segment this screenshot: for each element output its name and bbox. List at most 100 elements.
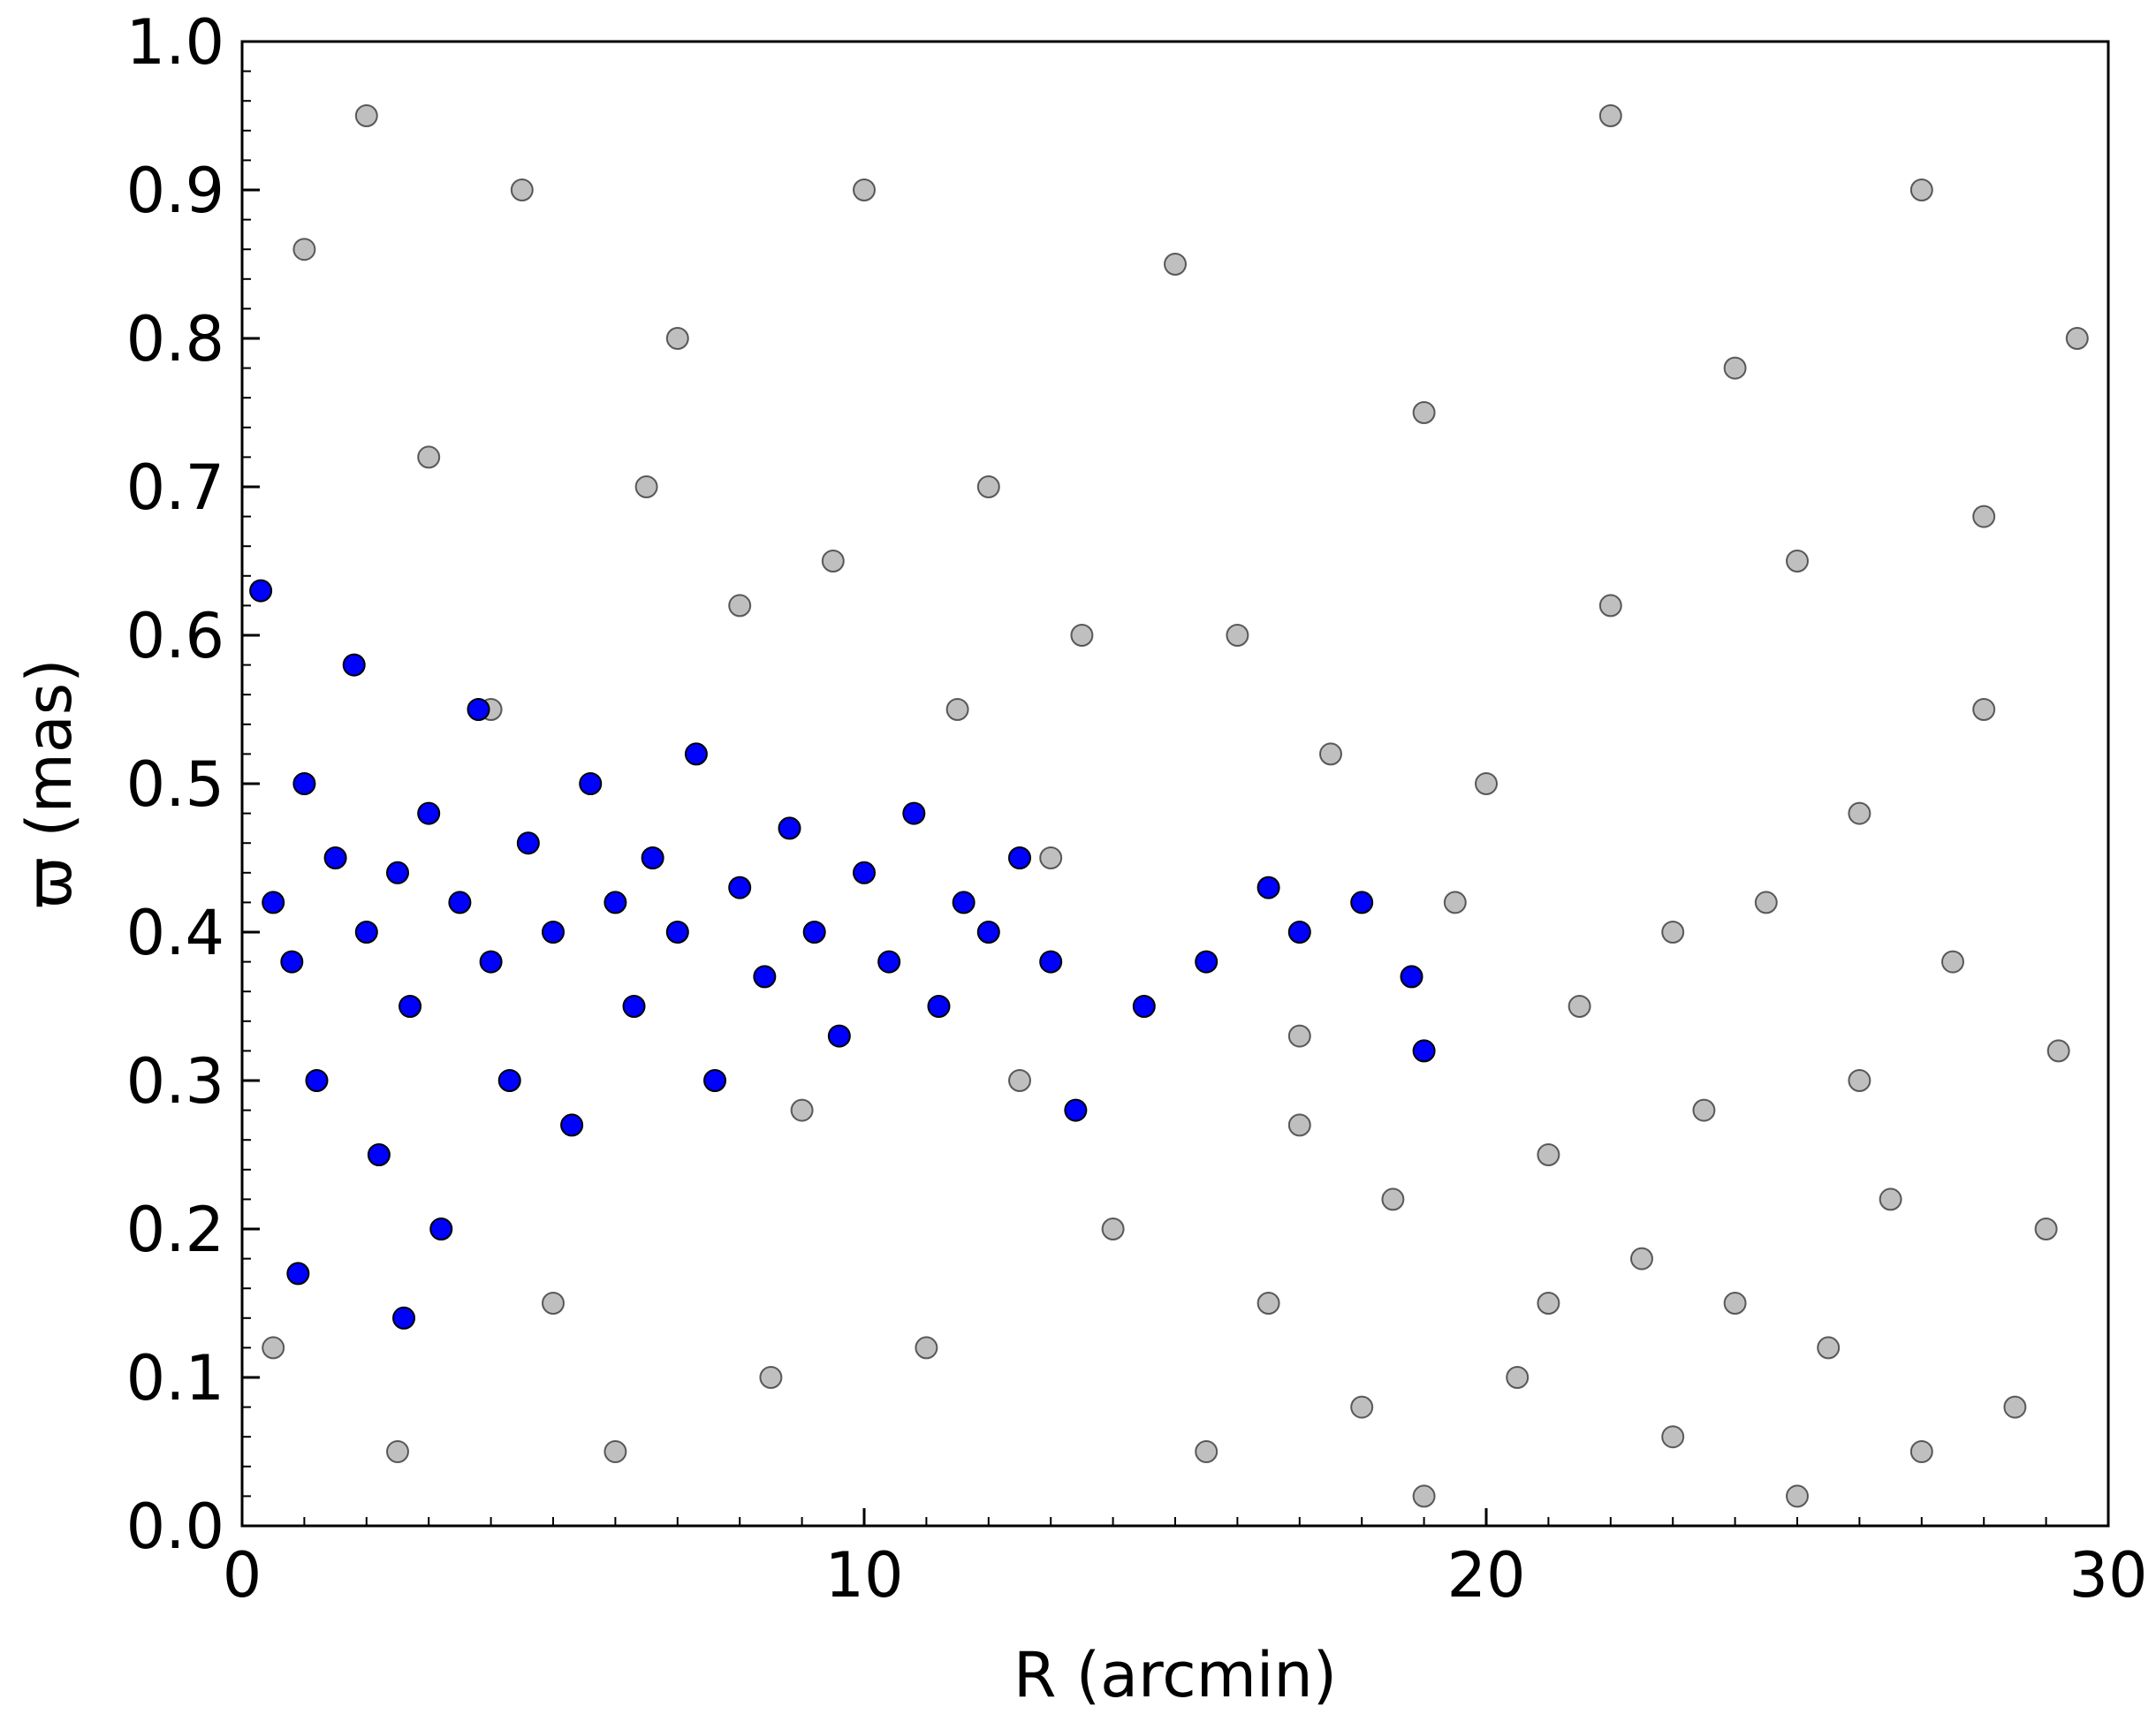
data-point [1537, 1292, 1560, 1315]
data-point [976, 475, 1000, 498]
data-point [1598, 104, 1622, 127]
data-point [542, 921, 565, 944]
data-point [417, 445, 441, 469]
data-point [802, 921, 826, 944]
data-point [1101, 1218, 1125, 1240]
data-point [902, 801, 926, 825]
data-point [604, 891, 627, 914]
y-tick-label: 0.4 [126, 897, 224, 969]
data-point [1039, 846, 1063, 869]
data-point [703, 1069, 727, 1092]
data-point [386, 861, 409, 884]
data-point [429, 1218, 453, 1240]
data-point [1661, 1425, 1685, 1449]
data-point [1064, 1098, 1088, 1122]
data-point [1723, 1292, 1747, 1315]
data-point [634, 475, 658, 498]
data-point [1287, 1113, 1311, 1137]
y-tick-label: 0.7 [126, 451, 224, 524]
x-tick-label: 10 [824, 1539, 903, 1612]
data-point [622, 995, 646, 1018]
x-tick-label: 30 [2069, 1539, 2147, 1612]
y-tick-label: 1.0 [126, 6, 224, 79]
data-point [292, 772, 316, 795]
data-point [1350, 1395, 1374, 1419]
data-point [1008, 1069, 1031, 1092]
data-point [945, 698, 969, 721]
data-point [1164, 253, 1187, 276]
data-point [1909, 1440, 1933, 1463]
data-point [1754, 891, 1778, 914]
data-point [1598, 594, 1622, 618]
data-point [479, 950, 503, 974]
data-point [821, 550, 845, 573]
data-point [915, 1336, 938, 1360]
data-point [665, 327, 689, 350]
y-tick-label: 0.9 [126, 155, 224, 227]
data-point [753, 965, 777, 989]
data-point [1786, 550, 1809, 573]
y-tick-label: 0.5 [126, 748, 224, 821]
data-point [976, 921, 1000, 944]
data-point [759, 1366, 783, 1389]
data-point [2003, 1395, 2027, 1419]
data-point [853, 861, 876, 884]
data-point [877, 950, 901, 974]
data-point [665, 921, 689, 944]
data-point [516, 831, 540, 855]
y-tick-label: 0.8 [126, 303, 224, 376]
data-point [1537, 1143, 1560, 1166]
data-point [305, 1069, 329, 1092]
data-point [641, 846, 664, 869]
y-axis-label: ϖ (mas) [13, 658, 86, 908]
data-point [1568, 995, 1591, 1018]
data-point [510, 178, 534, 201]
data-point [579, 772, 603, 795]
data-point [467, 698, 490, 721]
data-point [684, 742, 708, 766]
data-point [1475, 772, 1498, 795]
data-point [249, 579, 273, 603]
data-point [280, 950, 304, 974]
data-point [386, 1440, 409, 1463]
data-point [1443, 891, 1467, 914]
data-point [1412, 1039, 1436, 1063]
data-point [2065, 327, 2089, 350]
data-point [1848, 1069, 1871, 1092]
data-point [1723, 356, 1747, 380]
data-point [1319, 742, 1342, 766]
data-point [286, 1262, 310, 1286]
data-point [1909, 178, 1933, 201]
data-point [790, 1098, 814, 1122]
y-tick-label: 0.0 [126, 1491, 224, 1563]
data-point [1350, 891, 1374, 914]
data-point [827, 1024, 851, 1048]
data-point [604, 1440, 627, 1463]
data-point [448, 891, 472, 914]
data-point [853, 178, 876, 201]
y-tick-label: 0.3 [126, 1045, 224, 1118]
data-point [1195, 950, 1218, 974]
data-point [2046, 1039, 2070, 1063]
x-axis-label: R (arcmin) [1013, 1639, 1337, 1711]
data-point [1972, 504, 1996, 528]
data-point [367, 1143, 391, 1166]
data-point [542, 1292, 565, 1315]
data-point [262, 1336, 285, 1360]
data-point [1412, 401, 1436, 424]
data-point [354, 921, 378, 944]
data-point [417, 801, 441, 825]
data-point [1287, 921, 1311, 944]
data-point [1506, 1366, 1530, 1389]
data-point [728, 594, 752, 618]
y-tick-label: 0.2 [126, 1194, 224, 1266]
data-point [1786, 1484, 1809, 1508]
data-point [778, 816, 801, 840]
data-point [1692, 1098, 1716, 1122]
data-point [1132, 995, 1156, 1018]
data-point [1256, 1292, 1280, 1315]
data-point [1848, 801, 1871, 825]
data-point [354, 104, 378, 127]
data-point [1941, 950, 1964, 974]
data-point [927, 995, 951, 1018]
